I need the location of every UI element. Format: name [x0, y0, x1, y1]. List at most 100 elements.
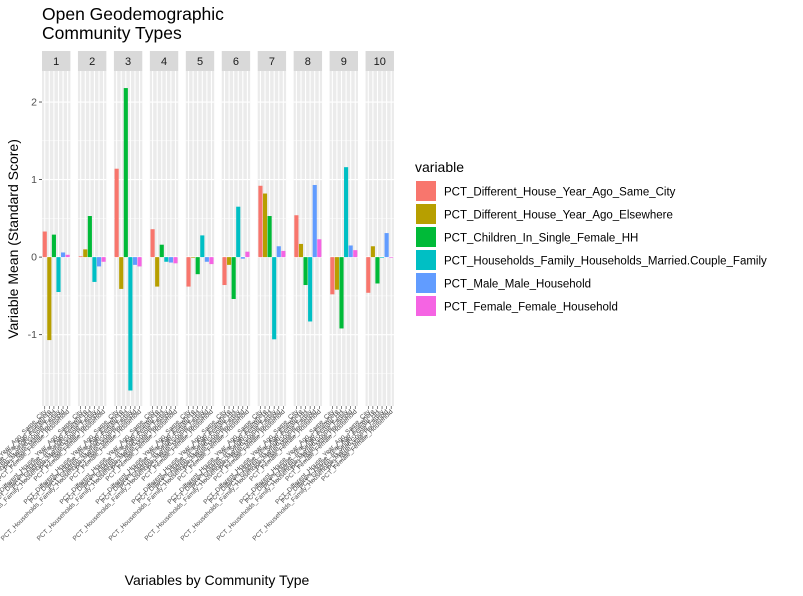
legend-label: PCT_Different_House_Year_Ago_Elsewhere — [444, 210, 673, 222]
facet-panel-background — [329, 71, 358, 406]
facet-strip — [293, 51, 323, 71]
facet-strip-label: 1 — [53, 56, 59, 68]
bar-facet-9-series-2 — [334, 257, 339, 290]
facet-strip-label: 5 — [197, 56, 203, 68]
bar-facet-3-series-5 — [132, 257, 138, 265]
bar-facet-6-series-4 — [236, 206, 241, 258]
legend-item: PCT_Different_House_Year_Ago_Same_City — [416, 181, 676, 201]
facet-strip-label: 2 — [89, 56, 95, 68]
bar-facet-5-series-5 — [204, 257, 209, 262]
y-tick-label: 1 — [31, 174, 37, 186]
bar-facet-7-series-4 — [272, 257, 277, 340]
legend: variable PCT_Different_House_Year_Ago_Sa… — [415, 159, 767, 316]
legend-swatch — [416, 250, 436, 270]
legend-swatch — [416, 273, 436, 293]
facet-panel-background — [365, 71, 394, 406]
bar-facet-1-series-4 — [56, 257, 61, 293]
facet-strip — [42, 51, 71, 71]
facet-panel-background — [221, 71, 251, 406]
bar-facet-1-series-3 — [51, 234, 56, 258]
bar-facet-6-series-6 — [245, 251, 250, 258]
facet-strip-label: 4 — [161, 56, 167, 68]
bar-facet-8-series-6 — [317, 239, 322, 258]
bar-facet-5-series-1 — [186, 257, 191, 287]
bar-facet-8-series-1 — [294, 215, 299, 258]
bar-facet-2-series-5 — [96, 257, 102, 267]
bar-facet-9-series-3 — [339, 257, 344, 329]
legend-label: PCT_Different_House_Year_Ago_Same_City — [444, 187, 676, 199]
facet-strip-label: 10 — [374, 56, 386, 68]
bar-facet-1-series-2 — [47, 257, 52, 341]
bar-facet-7-series-6 — [281, 250, 286, 258]
bar-facet-1-series-1 — [42, 231, 47, 258]
legend-item: PCT_Households_Family_Households_Married… — [416, 250, 767, 270]
legend-label: PCT_Children_In_Single_Female_HH — [444, 233, 638, 245]
chart-title-line-2: Community Types — [42, 23, 182, 43]
bar-facet-2-series-6 — [101, 257, 106, 262]
bar-facet-2-series-2 — [83, 249, 88, 258]
legend-item: PCT_Male_Male_Household — [416, 273, 591, 293]
y-tick-label: 0 — [31, 252, 37, 264]
bar-facet-10-series-1 — [366, 257, 371, 293]
x-axis-title: Variables by Community Type — [125, 572, 310, 588]
facet-strip — [77, 51, 107, 71]
bar-facet-6-series-1 — [222, 257, 227, 286]
bar-facet-6-series-5 — [240, 257, 245, 259]
y-axis: -1 0 1 2 — [28, 97, 42, 341]
facet-panel-background — [185, 71, 215, 406]
legend-label: PCT_Households_Family_Households_Married… — [444, 256, 767, 268]
bar-facet-10-series-3 — [375, 257, 380, 284]
facet-panel-background — [77, 71, 107, 406]
bar-facet-5-series-6 — [209, 257, 214, 265]
bar-facet-2-series-4 — [92, 257, 97, 282]
facet-strip — [365, 51, 394, 71]
chart-title-line-1: Open Geodemographic — [42, 4, 224, 24]
facet-panels: 1PCT_Different_House_Year_Ago_Same_CityP… — [0, 51, 395, 542]
legend-swatch — [416, 204, 436, 224]
facet-strip-label: 7 — [269, 56, 275, 68]
bar-facet-4-series-2 — [155, 257, 160, 287]
bar-facet-3-series-2 — [119, 257, 124, 289]
legend-title: variable — [415, 159, 464, 175]
bar-facet-9-series-5 — [348, 245, 353, 258]
y-tick-label: 2 — [31, 97, 37, 109]
bar-facet-6-series-2 — [227, 257, 232, 265]
bar-facet-5-series-4 — [200, 235, 205, 258]
bar-facet-7-series-1 — [258, 185, 263, 258]
bar-facet-9-series-1 — [330, 257, 335, 295]
facet-strip — [329, 51, 358, 71]
facet-strip-label: 3 — [125, 56, 131, 68]
facet-strip-label: 8 — [305, 56, 311, 68]
facet-strip — [113, 51, 143, 71]
facet-strip — [149, 51, 179, 71]
bar-facet-9-series-4 — [344, 167, 349, 258]
bar-facet-4-series-1 — [150, 229, 155, 258]
bar-facet-6-series-3 — [231, 257, 236, 299]
bar-facet-8-series-2 — [298, 243, 304, 258]
bar-facet-2-series-3 — [87, 216, 92, 258]
bar-facet-3-series-1 — [114, 168, 119, 258]
bar-facet-7-series-5 — [276, 246, 281, 258]
legend-item: PCT_Different_House_Year_Ago_Elsewhere — [416, 204, 673, 224]
bar-facet-8-series-3 — [303, 257, 308, 286]
facet-strip — [185, 51, 215, 71]
bar-facet-3-series-4 — [128, 257, 133, 391]
bar-facet-5-series-3 — [195, 257, 200, 275]
bar-facet-10-series-4 — [379, 257, 385, 258]
legend-item: PCT_Female_Female_Household — [416, 296, 618, 316]
facet-strip — [257, 51, 287, 71]
y-tick-label: -1 — [28, 329, 37, 341]
legend-swatch — [416, 296, 436, 316]
legend-swatch — [416, 227, 436, 247]
bar-facet-3-series-6 — [137, 257, 142, 267]
legend-item: PCT_Children_In_Single_Female_HH — [416, 227, 638, 247]
chart-title: Open Geodemographic Community Types — [42, 4, 224, 43]
bar-facet-4-series-4 — [164, 257, 169, 262]
bar-facet-10-series-5 — [384, 233, 389, 258]
bar-facet-10-series-2 — [370, 246, 375, 258]
bar-facet-2-series-1 — [78, 256, 83, 258]
bar-facet-8-series-4 — [308, 257, 313, 322]
bar-facet-4-series-5 — [168, 257, 173, 263]
bar-facet-4-series-6 — [173, 257, 178, 264]
